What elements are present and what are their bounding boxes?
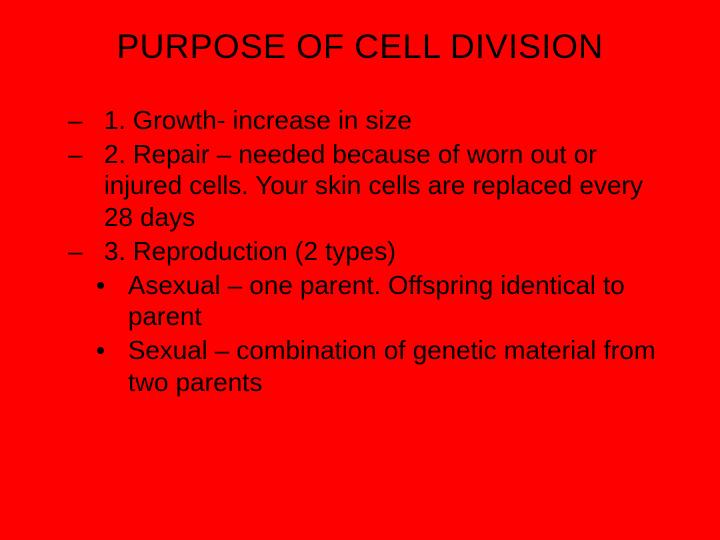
bullet-text: Sexual – combination of genetic material…	[128, 335, 656, 397]
bullet-text: 1. Growth- increase in size	[104, 105, 412, 135]
bullet-text: 3. Reproduction (2 types)	[104, 236, 396, 266]
dash-icon: –	[86, 139, 104, 171]
bullet-lvl2-2: •Sexual – combination of genetic materia…	[86, 335, 660, 398]
slide-body: –1. Growth- increase in size –2. Repair …	[40, 105, 680, 398]
dash-icon: –	[86, 105, 104, 137]
bullet-lvl2-1: •Asexual – one parent. Offspring identic…	[86, 270, 660, 333]
bullet-dot-icon: •	[112, 270, 128, 302]
slide-title: PURPOSE OF CELL DIVISION	[40, 28, 680, 67]
bullet-dot-icon: •	[112, 335, 128, 367]
bullet-lvl1-3: –3. Reproduction (2 types)	[86, 236, 660, 268]
bullet-lvl1-1: –1. Growth- increase in size	[86, 105, 660, 137]
bullet-text: Asexual – one parent. Offspring identica…	[128, 270, 625, 332]
bullet-lvl1-2: –2. Repair – needed because of worn out …	[86, 139, 660, 234]
bullet-text: 2. Repair – needed because of worn out o…	[104, 139, 643, 232]
dash-icon: –	[86, 236, 104, 268]
